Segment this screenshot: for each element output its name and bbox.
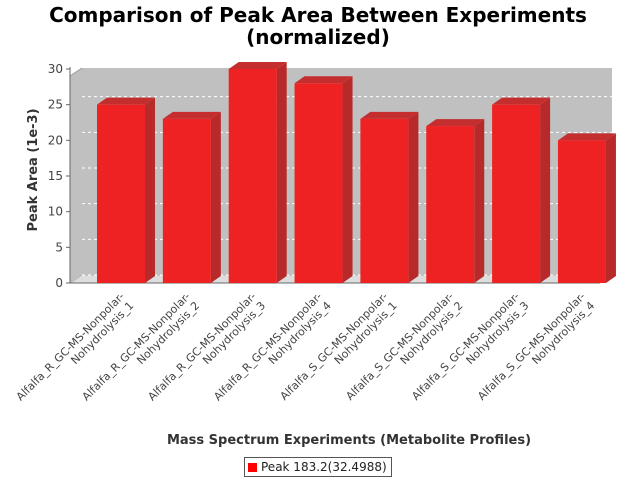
bar-side <box>540 97 551 284</box>
y-axis-label: Peak Area (1e-3) <box>26 108 41 231</box>
y-tick-label: 25 <box>48 98 63 112</box>
y-tick-label: 15 <box>48 169 63 183</box>
bar <box>360 118 409 283</box>
y-tick-label: 0 <box>55 276 63 290</box>
y-tick-label: 5 <box>55 240 63 254</box>
plot-edge <box>69 67 83 77</box>
bar <box>228 69 277 283</box>
bar <box>557 140 606 283</box>
bar-side <box>474 119 485 283</box>
chart-title-line1: Comparison of Peak Area Between Experime… <box>49 3 587 27</box>
bar-side <box>145 97 155 284</box>
bar-top <box>294 76 353 84</box>
plot-area: 0 5 10 15 20 25 30 Alfalfa_R_GC-MS-Nonpolar-Noh… <box>14 60 616 413</box>
y-tick-label: 10 <box>48 205 63 219</box>
y-tick-label: 20 <box>48 133 63 147</box>
bar <box>294 83 343 284</box>
bar-top <box>426 119 485 127</box>
x-tick-label: Alfalfa_R_GC-MS-Nonpolar-Nohydrolysis_4 <box>211 290 334 413</box>
legend: Peak 183.2(32.4988) <box>244 457 392 477</box>
chart-title-line2: (normalized) <box>246 25 390 49</box>
bar-top <box>360 111 419 119</box>
bar-top <box>97 97 155 105</box>
y-tick-label: 30 <box>48 62 63 76</box>
bar-top <box>492 97 551 105</box>
bar-side <box>408 111 419 283</box>
legend-series-label: Peak 183.2(32.4988) <box>261 460 387 474</box>
bar-top <box>557 133 616 141</box>
bar <box>97 104 145 284</box>
x-axis-label: Mass Spectrum Experiments (Metabolite Pr… <box>167 433 531 448</box>
bar <box>162 118 211 283</box>
bar <box>426 126 475 283</box>
bar-side <box>210 111 221 283</box>
bar-side <box>342 76 353 284</box>
bar <box>492 104 541 284</box>
bar-top <box>228 62 287 69</box>
bar-side <box>276 62 287 283</box>
x-tick-label: Alfalfa_R_GC-MS-Nonpolar-Nohydrolysis_1 <box>14 290 137 413</box>
x-tick-label: Alfalfa_R_GC-MS-Nonpolar-Nohydrolysis_3 <box>145 290 268 413</box>
bar-top <box>162 111 221 119</box>
bar-side <box>605 133 616 283</box>
x-tick-label: Alfalfa_R_GC-MS-Nonpolar-Nohydrolysis_2 <box>80 290 203 413</box>
legend-swatch <box>248 462 257 472</box>
